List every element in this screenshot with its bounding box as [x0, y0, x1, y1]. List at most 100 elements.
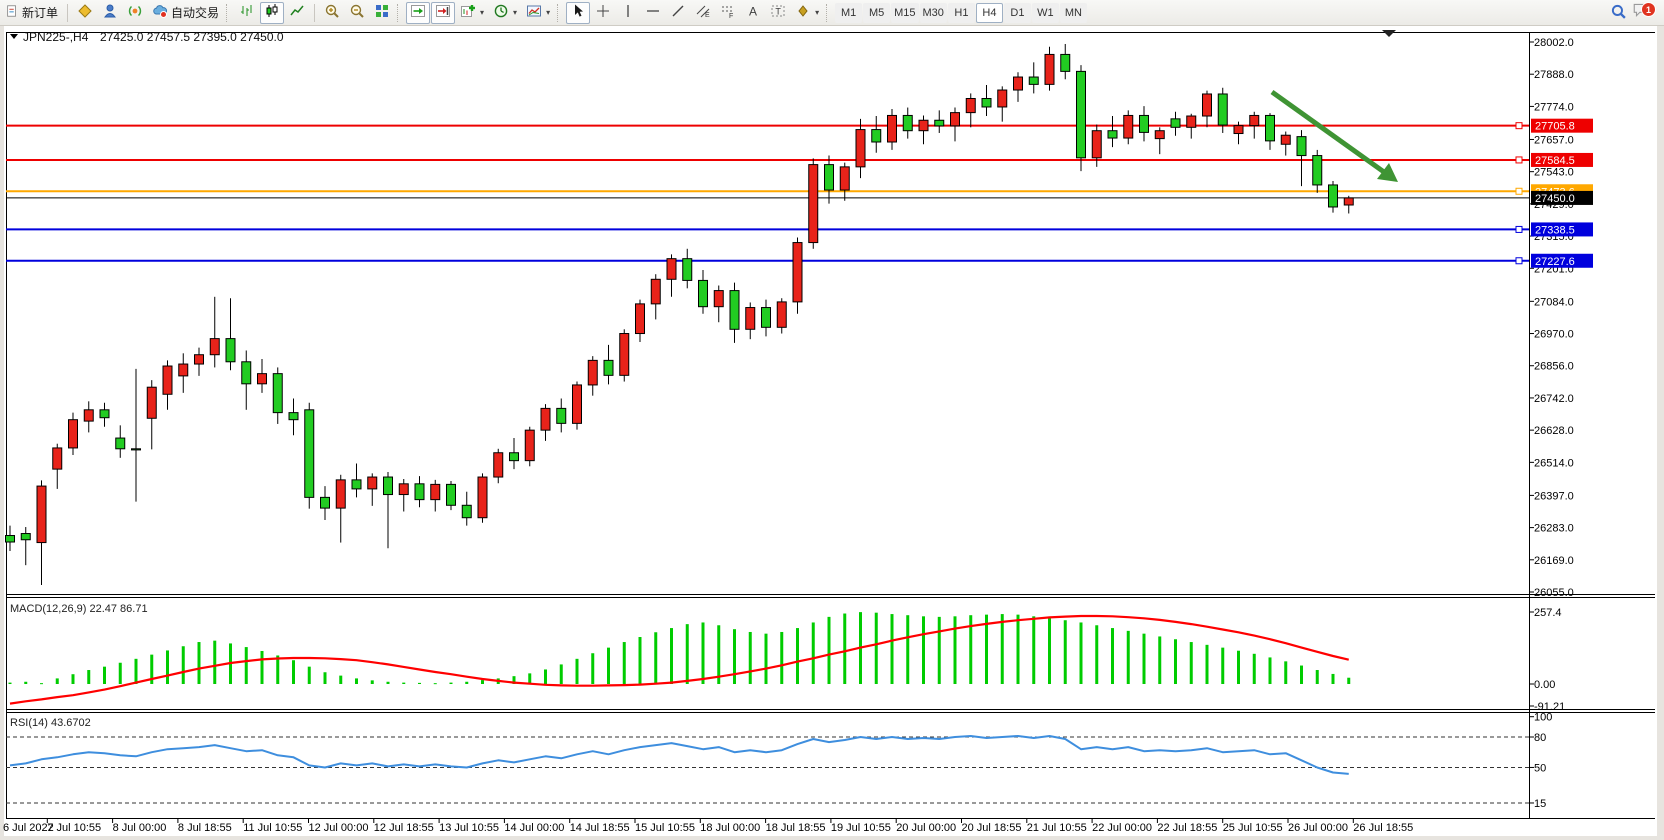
new-order-button[interactable]: 新订单: [1, 2, 62, 24]
fibonacci-tool-button[interactable]: F: [716, 2, 740, 24]
tile-windows-button[interactable]: [370, 2, 394, 24]
hline-handle[interactable]: [1515, 187, 1523, 195]
ohlc-dropdown-arrow[interactable]: [10, 34, 18, 39]
candle-body: [209, 338, 220, 356]
bar-chart-button[interactable]: [235, 2, 259, 24]
timeframe-m5-button[interactable]: M5: [863, 2, 891, 23]
candle-body: [288, 412, 299, 421]
timeframe-m30-button[interactable]: M30: [919, 2, 947, 23]
rsi-axis-label: 15: [1534, 798, 1546, 810]
candle-body: [1343, 197, 1354, 206]
hline-handle[interactable]: [1515, 257, 1523, 265]
vertical-line-tool-button[interactable]: [616, 2, 640, 24]
macd-histogram-bar: [638, 637, 642, 684]
new-order-label: 新订单: [22, 6, 59, 20]
candle-body: [1076, 70, 1086, 159]
macd-label: MACD(12,26,9) 22.47 86.71: [10, 603, 148, 615]
time-tick-label: 12 Jul 18:55: [374, 822, 434, 834]
arrows-objects-button[interactable]: ▾: [791, 2, 823, 24]
zoom-in-button[interactable]: [320, 2, 344, 24]
candle-body: [1154, 130, 1165, 140]
horizontal-line-icon: [645, 3, 661, 22]
chart-area[interactable]: 28002.027888.027774.027657.027543.027429…: [0, 26, 1664, 840]
notifications-button[interactable]: 1: [1632, 1, 1656, 24]
chart-template-icon: [526, 3, 542, 22]
timeframe-m15-button[interactable]: M15: [891, 2, 919, 23]
macd-histogram-bar: [260, 650, 264, 684]
market-button[interactable]: [73, 2, 97, 24]
vertical-line-icon: [620, 3, 636, 22]
price-tick-label: 27084.0: [1534, 296, 1574, 308]
candle-body: [68, 419, 78, 449]
macd-histogram-bar: [985, 614, 988, 684]
macd-histogram-bar: [1095, 625, 1099, 684]
chart-shift-marker[interactable]: [1382, 30, 1396, 37]
text-tool-button[interactable]: A: [741, 2, 765, 24]
timeframe-m1-button[interactable]: M1: [835, 2, 863, 23]
rsi-axis-label: 50: [1534, 762, 1546, 774]
autotrading-button[interactable]: 自动交易: [148, 2, 223, 24]
time-tick-label: 14 Jul 00:00: [504, 822, 564, 834]
timeframe-h4-button[interactable]: H4: [975, 2, 1003, 23]
candle-body: [839, 166, 850, 191]
hline-handle[interactable]: [1515, 225, 1523, 233]
new-chart-button[interactable]: ▾: [456, 2, 488, 24]
candle-body: [572, 384, 582, 424]
signal-icon: [127, 3, 143, 22]
trendline-tool-button[interactable]: [666, 2, 690, 24]
crosshair-tool-button[interactable]: [591, 2, 615, 24]
clock-icon: [493, 3, 509, 22]
line-chart-button[interactable]: [285, 2, 309, 24]
time-tick-label: 18 Jul 18:55: [766, 822, 826, 834]
macd-histogram-bar: [922, 616, 925, 684]
macd-histogram-bar: [1016, 614, 1020, 684]
signals-button[interactable]: [123, 2, 147, 24]
price-tick-label: 26055.0: [1534, 587, 1574, 599]
trend-arrow-head[interactable]: [1377, 163, 1398, 182]
cursor-tool-button[interactable]: [566, 1, 591, 24]
candle-body: [461, 504, 472, 519]
hline-handle[interactable]: [1515, 122, 1523, 130]
candle-body: [1217, 93, 1228, 126]
macd-signal-line: [9, 614, 1350, 705]
candlestick-chart-button[interactable]: [260, 1, 285, 24]
candle-body: [430, 483, 441, 501]
macd-histogram-bar: [654, 632, 658, 684]
candle-body: [477, 476, 488, 519]
timeframe-mn-button[interactable]: MN: [1059, 2, 1087, 23]
zoom-out-button[interactable]: [345, 2, 369, 24]
search-button[interactable]: [1606, 2, 1631, 24]
cursor-icon: [570, 3, 586, 22]
trend-arrow-annotation[interactable]: [1270, 89, 1386, 175]
timeframe-h1-button[interactable]: H1: [947, 2, 975, 23]
macd-histogram-bar: [1126, 630, 1130, 684]
macd-histogram-bar: [685, 624, 689, 684]
equidistant-channel-tool-button[interactable]: E: [691, 2, 715, 24]
community-button[interactable]: [98, 2, 122, 24]
rsi-axis-label: 100: [1534, 712, 1552, 724]
timeframe-d1-button[interactable]: D1: [1003, 2, 1031, 23]
timeframe-w1-button[interactable]: W1: [1031, 2, 1059, 23]
text-label-tool-button[interactable]: T: [766, 2, 790, 24]
candle-body: [36, 485, 47, 544]
chart-shift-button[interactable]: [406, 1, 431, 24]
templates-button[interactable]: ▾: [522, 2, 554, 24]
candle-body: [855, 129, 866, 168]
toolbar-grip: [557, 3, 561, 22]
macd-histogram-bar: [1063, 620, 1067, 684]
hline-handle[interactable]: [1515, 156, 1523, 164]
time-tick-label: 22 Jul 18:55: [1157, 822, 1217, 834]
svg-text:F: F: [729, 13, 733, 19]
candle-body: [524, 429, 535, 462]
macd-histogram-bar: [575, 658, 579, 684]
bar-chart-icon: [239, 3, 255, 22]
auto-scroll-button[interactable]: [431, 1, 456, 24]
tile-windows-icon: [374, 3, 390, 22]
candle-body: [650, 278, 661, 305]
candle-body: [509, 452, 519, 462]
horizontal-line-tool-button[interactable]: [641, 2, 665, 24]
period-button[interactable]: ▾: [489, 2, 521, 24]
toolbar-grip: [226, 3, 230, 22]
hline-price-flag: [1531, 118, 1593, 133]
symbol-title: JPN225-,H4: [23, 30, 89, 44]
